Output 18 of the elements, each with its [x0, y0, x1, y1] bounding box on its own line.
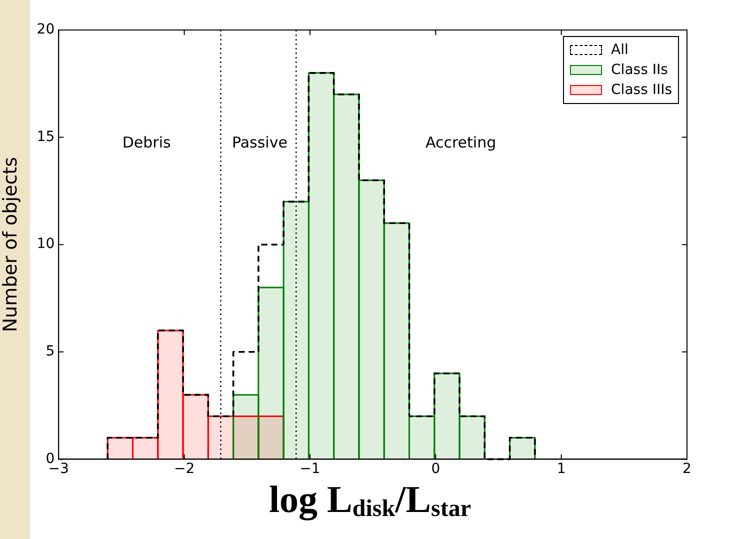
y-tick-label: 0 [46, 450, 55, 467]
y-tick-label: 10 [36, 236, 55, 252]
x-tick-label: 2 [682, 461, 692, 478]
annotation: Debris [122, 134, 171, 152]
legend-label: All [611, 42, 628, 58]
y-tick-label: 15 [36, 128, 55, 145]
x-tick-label: −1 [300, 461, 320, 478]
annotation: Accreting [425, 134, 496, 152]
x-tick-label: 0 [431, 461, 440, 478]
y-tick-label: 5 [46, 344, 55, 360]
y-axis-title: Number of objects [0, 157, 22, 332]
x-tick-label: −2 [174, 461, 195, 478]
annotation: Passive [232, 134, 288, 152]
x-tick-label: 1 [556, 461, 566, 478]
y-tick-label: 20 [36, 22, 55, 38]
legend-label: Class IIs [611, 62, 668, 78]
x-axis-title: log L$_{disk}$/L$_{star}$ [268, 478, 472, 523]
legend-label: Class IIIs [611, 82, 672, 98]
